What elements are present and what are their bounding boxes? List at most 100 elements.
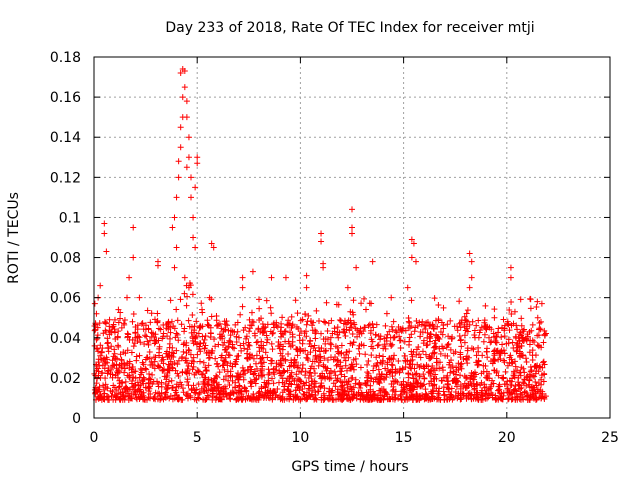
data-point <box>526 377 533 384</box>
data-point <box>424 329 431 336</box>
data-point <box>213 372 220 379</box>
data-point <box>165 323 172 330</box>
data-point <box>501 333 508 340</box>
data-point <box>362 351 369 358</box>
data-point <box>481 319 488 326</box>
data-point <box>311 383 318 390</box>
data-point <box>274 394 281 401</box>
data-point <box>355 345 362 352</box>
data-point <box>194 160 201 167</box>
data-point <box>142 322 149 329</box>
data-point <box>389 326 396 333</box>
data-point <box>338 342 345 349</box>
data-point <box>175 158 182 165</box>
data-point <box>334 386 341 393</box>
data-point <box>284 321 291 328</box>
data-point <box>117 389 124 396</box>
data-point <box>263 332 270 339</box>
data-point <box>479 352 486 359</box>
data-point <box>223 318 230 325</box>
data-point <box>470 395 477 402</box>
data-point <box>146 383 153 390</box>
data-point <box>390 383 397 390</box>
data-point <box>270 320 277 327</box>
data-point <box>185 317 192 324</box>
data-point <box>338 371 345 378</box>
data-point <box>326 370 333 377</box>
data-point <box>349 224 355 231</box>
data-point <box>511 372 518 379</box>
data-point <box>509 396 516 403</box>
data-point <box>233 356 240 363</box>
data-point <box>341 379 348 386</box>
data-point <box>227 396 234 403</box>
data-point <box>461 339 468 346</box>
x-tick-label: 10 <box>291 430 309 446</box>
data-point <box>366 300 373 307</box>
data-point <box>332 372 339 379</box>
data-point <box>255 389 262 396</box>
data-point <box>239 274 246 281</box>
data-point <box>281 396 288 403</box>
data-point <box>104 396 111 403</box>
data-point <box>416 373 423 380</box>
data-point <box>475 317 482 324</box>
data-point <box>315 344 322 351</box>
data-point <box>93 345 100 352</box>
data-point <box>155 325 162 332</box>
data-point <box>103 248 110 255</box>
data-point <box>530 384 537 391</box>
data-point <box>117 395 124 402</box>
data-point <box>320 264 327 271</box>
data-point <box>124 362 131 369</box>
data-point <box>383 338 390 345</box>
data-point <box>499 341 506 348</box>
data-point <box>186 370 193 377</box>
data-point <box>448 392 455 399</box>
data-point <box>444 396 451 403</box>
data-point <box>349 331 356 338</box>
data-point <box>518 322 525 329</box>
data-point <box>350 366 357 373</box>
data-point <box>197 348 204 355</box>
y-tick-label: 0.12 <box>50 170 81 186</box>
data-point <box>91 300 98 307</box>
data-point <box>183 392 190 399</box>
data-point <box>489 377 496 384</box>
data-point <box>151 365 158 372</box>
y-tick-label: 0.06 <box>50 291 81 307</box>
data-point <box>315 317 322 324</box>
data-point <box>500 357 507 364</box>
data-point <box>104 340 111 347</box>
data-point <box>144 338 151 345</box>
data-point <box>402 357 409 364</box>
data-point <box>312 347 319 354</box>
data-point <box>303 354 310 361</box>
data-point <box>246 316 253 323</box>
data-point <box>258 383 265 390</box>
data-point <box>288 373 295 380</box>
data-point <box>170 350 177 357</box>
data-point <box>457 372 464 379</box>
data-point <box>515 335 522 342</box>
data-point <box>238 388 245 395</box>
data-point <box>466 321 473 328</box>
data-point <box>138 369 145 376</box>
data-point <box>320 396 327 403</box>
data-point <box>508 360 515 367</box>
data-point <box>404 284 411 291</box>
data-point <box>132 368 139 375</box>
data-point <box>540 358 547 365</box>
data-point <box>210 244 217 251</box>
data-point <box>457 319 464 326</box>
data-point <box>333 362 340 369</box>
data-point <box>121 361 128 368</box>
data-point <box>500 316 507 323</box>
data-point <box>503 340 510 347</box>
data-point <box>457 337 464 344</box>
data-point <box>541 331 548 338</box>
data-point <box>278 320 285 327</box>
data-point <box>99 345 106 352</box>
data-point <box>538 395 545 402</box>
data-point <box>285 383 292 390</box>
